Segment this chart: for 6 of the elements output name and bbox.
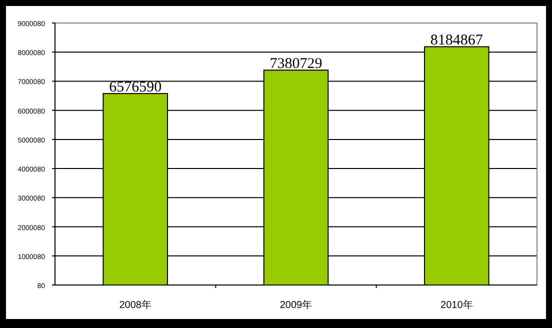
x-tick-label: 2010年 [440,299,473,311]
x-tick-label: 2009年 [280,299,312,311]
data-label: 8184867 [430,32,484,49]
x-tick-label: 2008年 [119,299,152,311]
data-label: 6576590 [109,80,162,96]
data-label: 7380729 [270,56,322,72]
